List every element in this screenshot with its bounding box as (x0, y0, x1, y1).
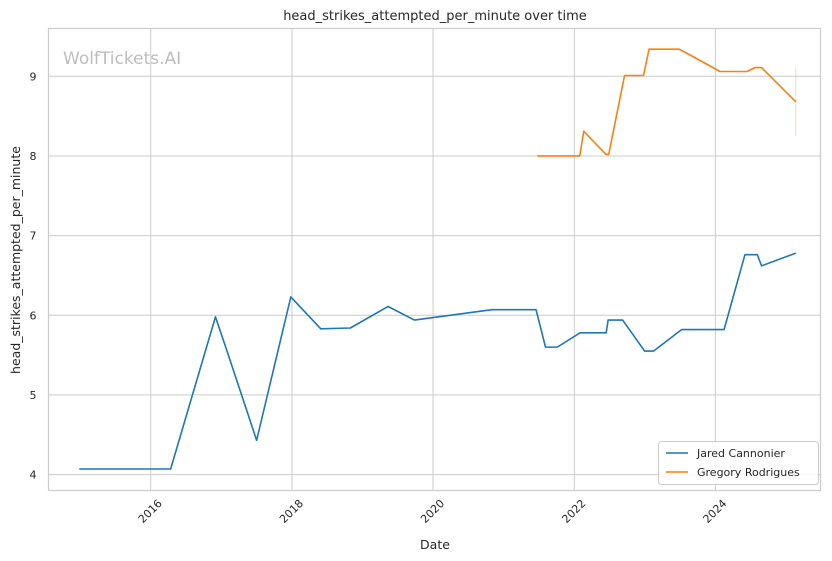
y-tick-label: 6 (30, 309, 37, 322)
legend-label-jared-cannonier: Jared Cannonier (696, 447, 785, 460)
x-axis-label: Date (420, 537, 450, 552)
grid (48, 28, 821, 491)
legend: Jared Cannonier Gregory Rodrigues (658, 441, 819, 485)
series-lines (79, 48, 797, 470)
y-tick-label: 8 (30, 150, 37, 163)
watermark: WolfTickets.AI (63, 49, 181, 69)
series-line-gregory-rodrigues (537, 48, 797, 157)
x-tick-label: 2022 (559, 497, 588, 526)
y-axis-label: head_strikes_attempted_per_minute (8, 146, 23, 374)
y-tick-label: 4 (30, 469, 37, 482)
chart-title: head_strikes_attempted_per_minute over t… (283, 9, 587, 24)
x-tick-label: 2018 (277, 497, 306, 526)
series-line-jared-cannonier (79, 252, 797, 470)
x-tick-label: 2020 (418, 497, 447, 526)
y-tick-label: 9 (30, 70, 37, 83)
legend-label-gregory-rodrigues: Gregory Rodrigues (697, 466, 800, 479)
x-tick-label: 2024 (701, 497, 730, 526)
y-tick-label: 7 (30, 230, 37, 243)
tick-labels: 4 5 6 7 8 9 2016 2018 2020 2022 2024 (30, 70, 730, 526)
x-tick-label: 2016 (136, 497, 165, 526)
y-tick-label: 5 (30, 389, 37, 402)
plot-frame (47, 27, 822, 492)
legend-frame (658, 441, 819, 485)
